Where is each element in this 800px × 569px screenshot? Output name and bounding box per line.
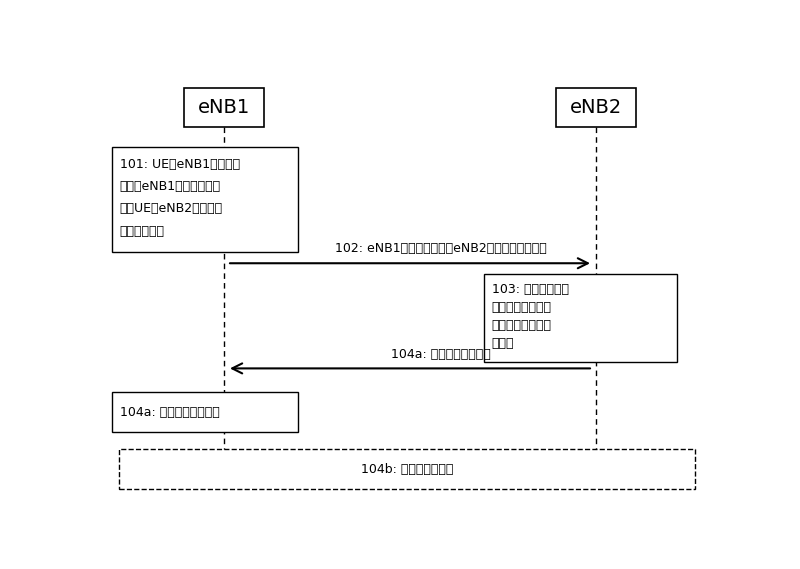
Bar (118, 450, 695, 489)
Bar (556, 88, 636, 127)
Text: 报告；eNB1通过测量报告: 报告；eNB1通过测量报告 (120, 180, 221, 193)
Bar (485, 274, 677, 362)
Text: eNB2: eNB2 (570, 98, 622, 117)
Text: 101: UE向eNB1上报测量: 101: UE向eNB1上报测量 (120, 158, 240, 171)
Text: 102: eNB1通过直接接口向eNB2发送干扰指示消息: 102: eNB1通过直接接口向eNB2发送干扰指示消息 (335, 242, 547, 255)
Text: 量判断是否真正造: 量判断是否真正造 (492, 319, 552, 332)
Text: 判断UE对eNB2下的小区: 判断UE对eNB2下的小区 (120, 203, 223, 216)
Text: 103: 根据干扰指示: 103: 根据干扰指示 (492, 283, 569, 296)
Bar (184, 88, 264, 127)
Text: 成干扰: 成干扰 (492, 337, 514, 350)
Bar (112, 393, 298, 432)
Text: 可能造成干扰: 可能造成干扰 (120, 225, 165, 238)
Text: 104b: 降低小区间干扰: 104b: 降低小区间干扰 (361, 463, 453, 476)
Text: 104a: 调整干扰估算参数: 104a: 调整干扰估算参数 (120, 406, 219, 419)
Bar (112, 147, 298, 252)
Text: 104a: 干扰指示响应消息: 104a: 干扰指示响应消息 (391, 348, 491, 361)
Text: 信息及本地无线质: 信息及本地无线质 (492, 301, 552, 314)
Text: eNB1: eNB1 (198, 98, 250, 117)
